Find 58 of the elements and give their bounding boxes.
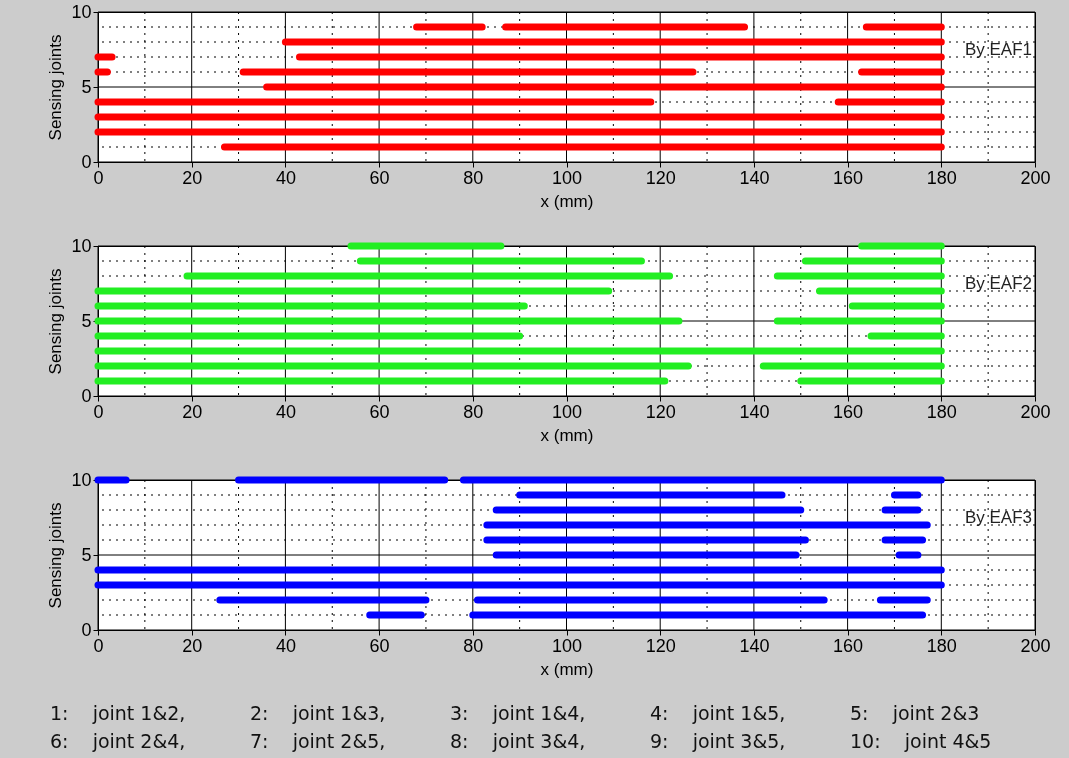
x-tick-label: 40 xyxy=(275,635,296,656)
x-tick-label: 140 xyxy=(739,401,770,422)
text: 4: joint 1&5, xyxy=(650,702,787,724)
x-tick-label: 160 xyxy=(833,401,864,422)
x-tick-label: 120 xyxy=(645,635,676,656)
x-tick-label: 20 xyxy=(182,635,203,656)
x-tick-label: 20 xyxy=(182,401,203,422)
x-tick-label: 60 xyxy=(369,401,390,422)
x-tick-label: 80 xyxy=(463,167,484,188)
text: 9: joint 3&5, xyxy=(650,730,787,752)
text: 7: joint 2&5, xyxy=(250,730,387,752)
x-tick-label: 40 xyxy=(275,167,296,188)
x-tick-label: 80 xyxy=(463,635,484,656)
x-axis-title: x (mm) xyxy=(540,425,594,445)
x-tick-label: 160 xyxy=(833,635,864,656)
x-tick-label: 200 xyxy=(1020,167,1051,188)
x-tick-label: 20 xyxy=(182,167,203,188)
annotation: By EAF1 xyxy=(964,39,1032,59)
text: 1: joint 1&2, xyxy=(50,702,187,724)
x-tick-label: 140 xyxy=(739,167,770,188)
x-tick-label: 160 xyxy=(833,167,864,188)
x-axis-title: x (mm) xyxy=(540,191,594,211)
x-axis-title: x (mm) xyxy=(540,659,594,679)
x-tick-label: 200 xyxy=(1020,401,1051,422)
y-tick-label: 5 xyxy=(81,76,92,97)
y-tick-label: 10 xyxy=(71,469,92,490)
y-axis-title: Sensing joints xyxy=(46,268,66,375)
x-tick-label: 180 xyxy=(926,635,957,656)
text: 10: joint 4&5 xyxy=(850,730,993,752)
y-tick-label: 5 xyxy=(81,544,92,565)
x-tick-label: 100 xyxy=(551,167,583,188)
x-tick-label: 60 xyxy=(369,635,390,656)
x-tick-label: 180 xyxy=(926,401,957,422)
text: 8: joint 3&4, xyxy=(450,730,587,752)
text: 5: joint 2&3 xyxy=(850,702,981,724)
x-tick-label: 120 xyxy=(645,167,676,188)
y-tick-label: 0 xyxy=(81,151,92,172)
y-axis-title: Sensing joints xyxy=(46,34,66,141)
x-tick-label: 100 xyxy=(551,401,583,422)
x-tick-label: 100 xyxy=(551,635,583,656)
x-tick-label: 80 xyxy=(463,401,484,422)
x-tick-label: 60 xyxy=(369,167,390,188)
y-tick-label: 10 xyxy=(71,1,92,22)
x-tick-label: 40 xyxy=(275,401,296,422)
y-axis-title: Sensing joints xyxy=(46,502,66,609)
x-tick-label: 180 xyxy=(926,167,957,188)
y-tick-label: 10 xyxy=(71,235,92,256)
y-tick-label: 0 xyxy=(81,619,92,640)
x-tick-label: 140 xyxy=(739,635,770,656)
x-tick-label: 120 xyxy=(645,401,676,422)
text: 6: joint 2&4, xyxy=(50,730,187,752)
annotation: By EAF2 xyxy=(964,273,1032,293)
text: 2: joint 1&3, xyxy=(250,702,387,724)
x-tick-label: 200 xyxy=(1020,635,1051,656)
annotation: By EAF3 xyxy=(964,507,1032,527)
text: 3: joint 1&4, xyxy=(450,702,587,724)
y-tick-label: 5 xyxy=(81,310,92,331)
y-tick-label: 0 xyxy=(81,385,92,406)
